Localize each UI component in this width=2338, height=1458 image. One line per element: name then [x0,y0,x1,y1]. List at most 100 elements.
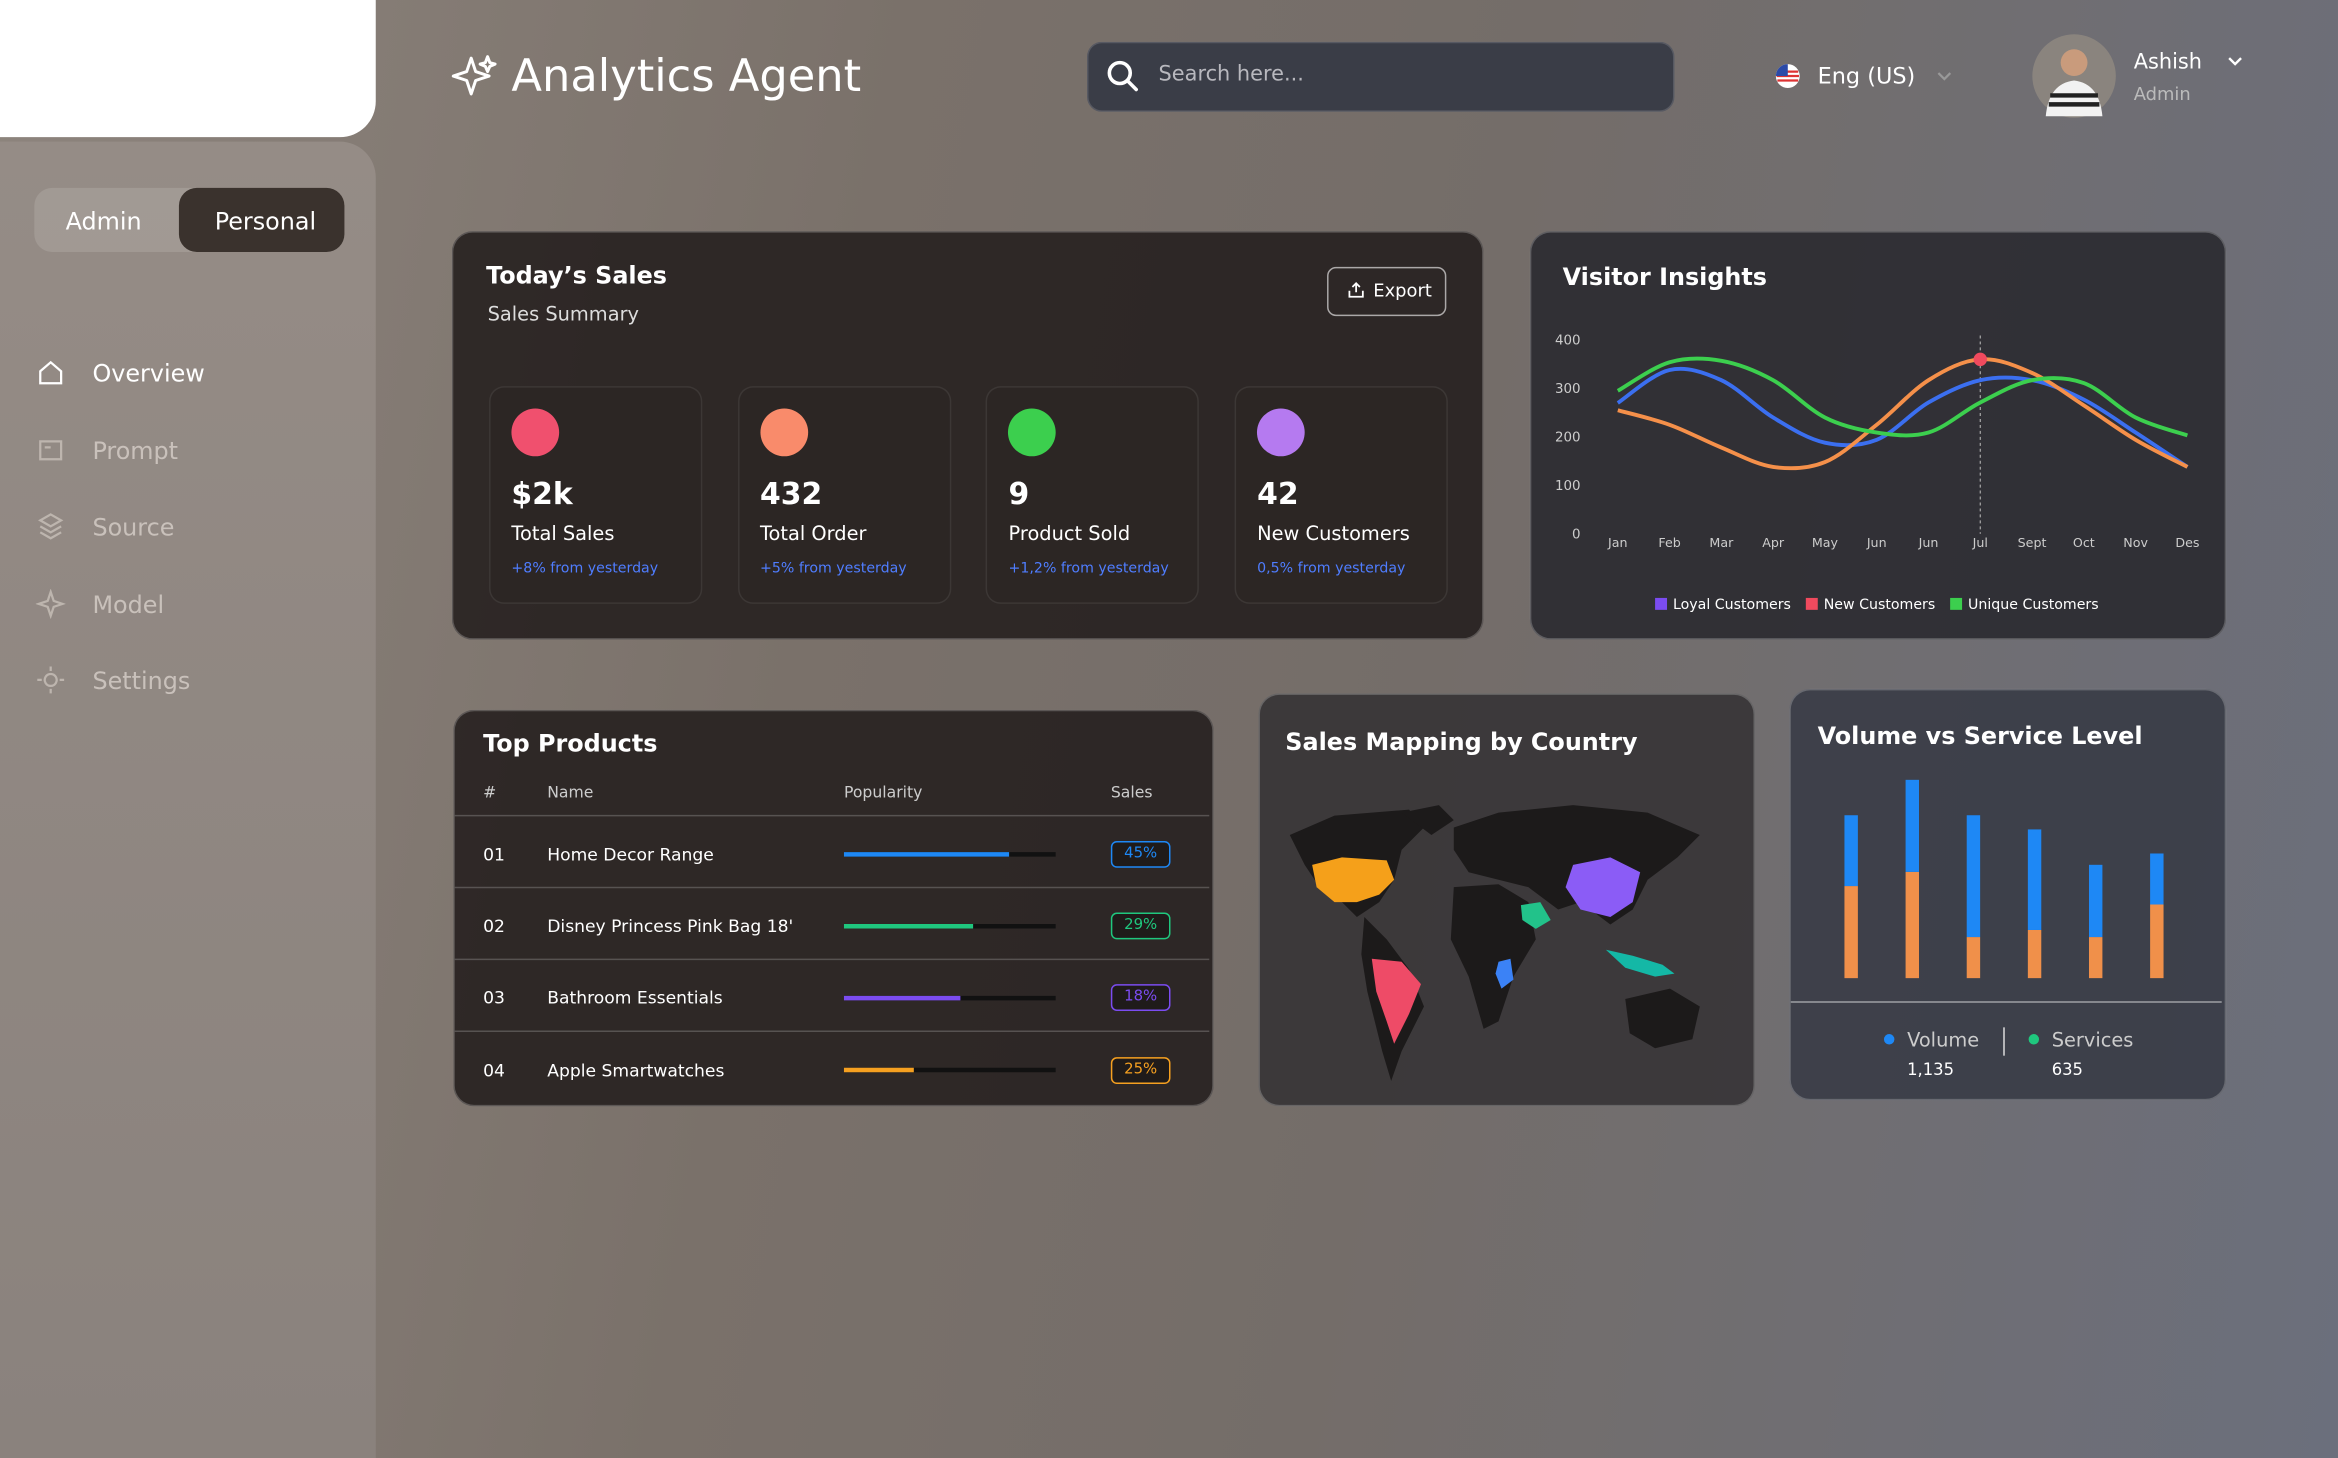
bar-segment [2088,864,2103,938]
user-name: Ashish [2133,50,2203,75]
bar-segment [2027,829,2042,930]
sales-tag [1110,984,1171,1012]
icon-path [37,666,65,694]
product-name: Home Decor Range [547,843,714,865]
export-button[interactable] [1327,266,1447,317]
sales-value: 45% [1124,845,1158,862]
export-icon [1348,282,1364,298]
x-tick-label: Oct [2073,535,2095,550]
tab-active [178,187,345,252]
legend-label: Unique Customers [1968,597,2099,613]
legend-dot [2028,1034,2040,1045]
menu-icon [38,513,64,540]
language[interactable]: Eng (US) [1817,62,1916,90]
y-tick-label: 100 [1555,479,1581,494]
legend-label: Services [2052,1029,2134,1052]
product-name: Bathroom Essentials [547,987,723,1009]
world-map [1289,805,1700,1082]
rank: 03 [483,987,505,1009]
bar-segment [2027,929,2042,979]
bar-segment [1905,779,1920,872]
products-card [453,709,1214,1107]
stat-change: +1,2% from yesterday [1008,560,1169,578]
menu-item[interactable]: Model [92,589,165,619]
stat-change: 0,5% from yesterday [1257,560,1406,578]
column-header: Sales [1110,784,1153,803]
stat-value: 42 [1257,475,1299,512]
line-series [1616,366,2189,469]
rank: 01 [483,843,505,865]
menu-icon [39,439,63,460]
card-title: Today’s Sales [486,260,667,290]
icon-path [35,588,66,619]
stat-value: 9 [1008,475,1030,512]
app-title: Analytics Agent [511,50,862,103]
menu-item[interactable]: Settings [92,666,191,695]
stat-change: +8% from yesterday [511,560,659,578]
flag-icon [1775,64,1800,88]
tab[interactable]: Personal [214,207,317,236]
rank: 02 [483,915,505,937]
sidebar [0,141,376,1458]
logo-icon [451,55,497,96]
x-tick-label: Nov [2123,535,2148,550]
stat-value: 432 [759,475,823,512]
highlight-dot [1973,352,1987,367]
menu-icon [37,666,65,694]
stat-icon [1257,408,1305,457]
x-tick-label: Jun [1918,535,1939,550]
legend-swatch [1655,597,1668,610]
icon-path [39,439,63,460]
logo-area [0,0,376,138]
bar-segment [2150,904,2164,979]
y-tick-label: 200 [1555,430,1581,445]
user-role: Admin [2133,83,2191,105]
legend-dot [1883,1034,1895,1045]
x-tick-label: Jul [1972,535,1988,550]
product-name: Apple Smartwatches [547,1059,725,1081]
avatar[interactable] [2031,33,2117,119]
search-box[interactable] [1086,41,1675,112]
card-title: Volume vs Service Level [1817,721,2143,751]
sales-tag [1110,840,1171,868]
search-icon [1107,60,1138,92]
product-name: Disney Princess Pink Bag 18' [547,915,794,937]
y-tick-label: 300 [1555,382,1581,397]
card-title: Visitor Insights [1562,262,1768,291]
menu-item[interactable]: Source [92,512,175,542]
column-header: # [483,784,497,803]
search-placeholder: Search here... [1158,62,1304,87]
bar-segment [1966,815,1981,938]
chevron[interactable] [2226,54,2244,69]
stat-label: New Customers [1257,523,1410,546]
rank: 04 [483,1059,505,1081]
icon-path [38,513,64,540]
menu-item[interactable]: Prompt [92,436,179,465]
stat-label: Product Sold [1008,523,1131,546]
stat-change: +5% from yesterday [759,560,907,578]
line-series [1617,357,2189,471]
stat-value: $2k [511,475,573,512]
menu-icon [35,588,66,619]
y-tick-label: 400 [1555,333,1581,348]
legend-label: Volume [1907,1029,1979,1052]
card-title: Sales Mapping by Country [1285,727,1638,756]
menu-item[interactable]: Overview [92,359,205,388]
bar-segment [1844,815,1858,887]
x-tick-label: Jan [1607,535,1628,550]
x-tick-label: Apr [1762,535,1785,550]
legend-label: New Customers [1824,597,1936,613]
icon-path [39,360,63,385]
y-tick-label: 0 [1572,527,1581,542]
legend-label: Loyal Customers [1673,597,1791,613]
x-tick-label: May [1812,535,1839,550]
tab[interactable]: Admin [65,207,142,236]
export-label: Export [1373,280,1432,302]
legend-swatch [1805,597,1818,610]
x-tick-label: Sept [2018,535,2047,550]
sales-tag [1110,1056,1171,1084]
stat-label: Total Sales [511,523,615,546]
total-value: 1,135 [1907,1060,1954,1079]
card-title: Top Products [483,729,658,758]
